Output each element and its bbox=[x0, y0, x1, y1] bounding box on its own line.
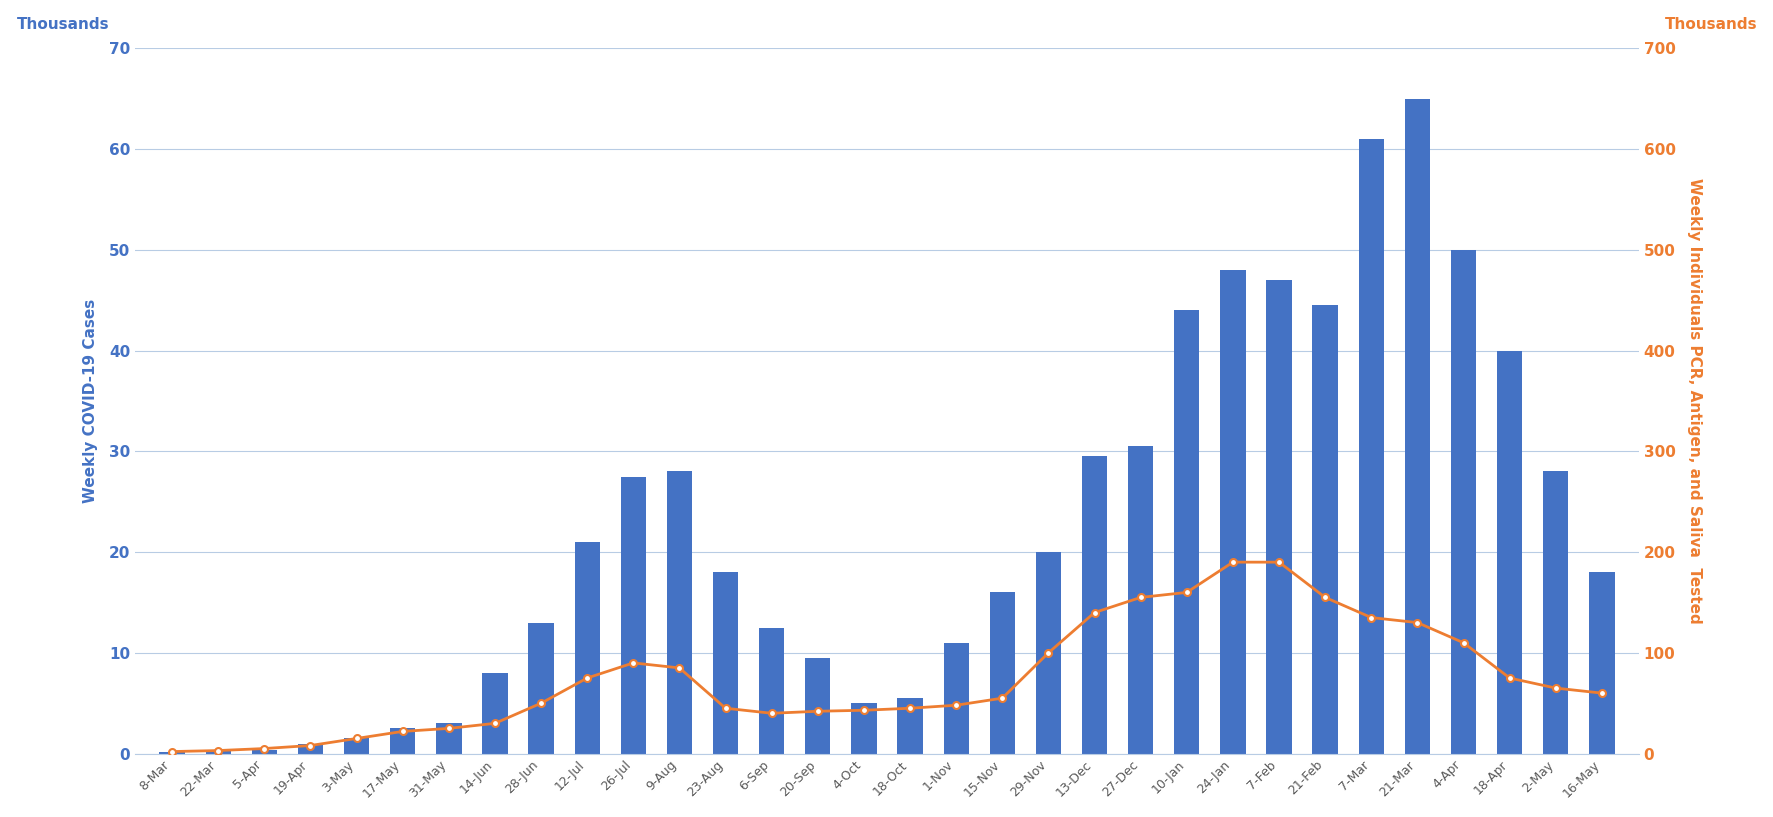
Y-axis label: Weekly COVID-19 Cases: Weekly COVID-19 Cases bbox=[83, 299, 98, 503]
Bar bbox=[1082, 457, 1106, 753]
Bar bbox=[1266, 280, 1291, 753]
Bar bbox=[621, 476, 645, 753]
Bar bbox=[160, 752, 184, 753]
Bar bbox=[344, 739, 369, 753]
Bar bbox=[897, 699, 922, 753]
Bar bbox=[390, 729, 415, 753]
Bar bbox=[667, 471, 691, 753]
Bar bbox=[1312, 306, 1337, 753]
Bar bbox=[759, 627, 784, 753]
Bar bbox=[482, 673, 507, 753]
Bar bbox=[1496, 350, 1521, 753]
Bar bbox=[528, 623, 553, 753]
Bar bbox=[1220, 270, 1245, 753]
Text: Thousands: Thousands bbox=[1663, 16, 1757, 32]
Bar bbox=[1174, 310, 1199, 753]
Bar bbox=[851, 703, 876, 753]
Bar bbox=[1404, 99, 1429, 753]
Bar bbox=[436, 723, 461, 753]
Bar bbox=[1358, 139, 1383, 753]
Y-axis label: Weekly Individuals PCR, Antigen, and Saliva  Tested: Weekly Individuals PCR, Antigen, and Sal… bbox=[1686, 178, 1700, 624]
Bar bbox=[574, 542, 599, 753]
Bar bbox=[989, 592, 1014, 753]
Bar bbox=[298, 743, 323, 753]
Bar bbox=[1589, 572, 1613, 753]
Bar bbox=[713, 572, 738, 753]
Bar bbox=[805, 658, 830, 753]
Bar bbox=[252, 749, 277, 753]
Bar bbox=[1035, 552, 1060, 753]
Text: Thousands: Thousands bbox=[16, 16, 110, 32]
Bar bbox=[1128, 446, 1152, 753]
Bar bbox=[1450, 250, 1475, 753]
Bar bbox=[943, 643, 968, 753]
Bar bbox=[206, 751, 230, 753]
Bar bbox=[1543, 471, 1567, 753]
